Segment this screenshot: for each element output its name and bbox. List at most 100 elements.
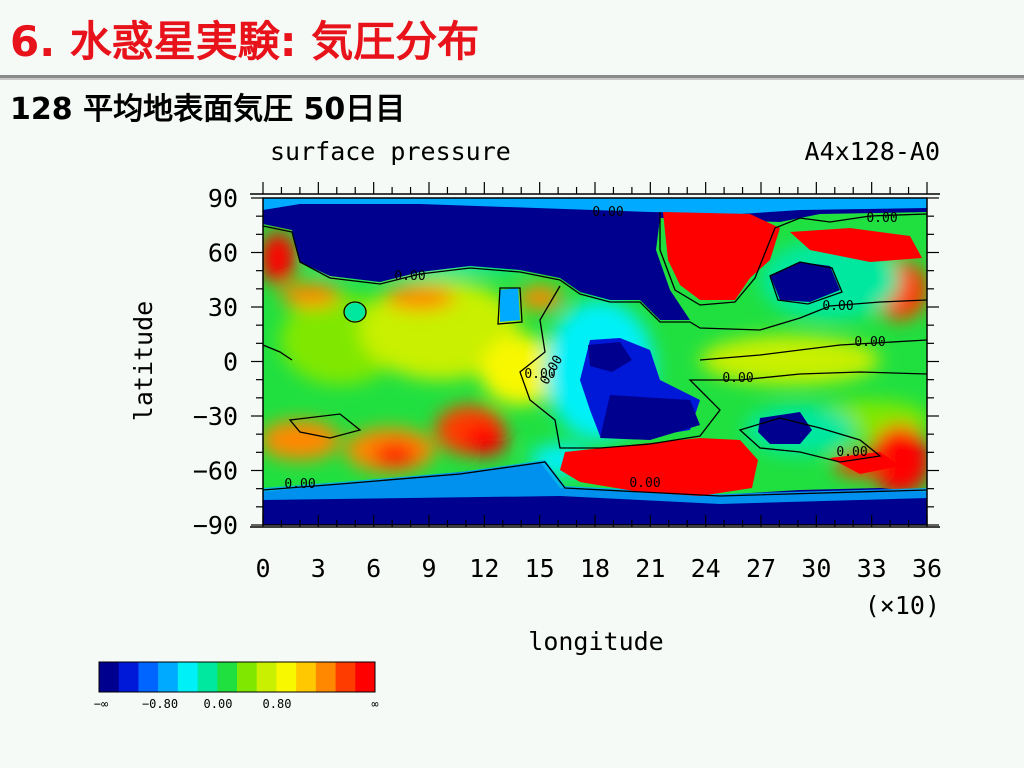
x-tick-label: 24	[691, 554, 721, 583]
contour-label: 0.00	[722, 371, 753, 386]
x-axis-label: longitude	[528, 627, 663, 656]
x-tick-labels: 0 3 6 9 12 15 18 21 24 27 30 33 36	[255, 554, 942, 583]
colorbar-swatch	[177, 662, 198, 692]
south-high-east	[830, 452, 900, 474]
zero-contour	[769, 261, 843, 305]
field-patch	[373, 443, 417, 467]
colorbar-swatch	[217, 662, 238, 692]
north-edge-band	[263, 198, 927, 214]
y-tick-label: −90	[193, 511, 238, 540]
contour-label: 0.00	[866, 211, 897, 226]
colorbar-label: 0.80	[263, 697, 292, 711]
run-label: A4x128-A0	[805, 137, 940, 166]
y-tick-label: 0	[223, 348, 238, 377]
field-patch	[385, 286, 455, 310]
y-tick-label: 30	[208, 293, 238, 322]
colorbar-swatch	[296, 662, 317, 692]
field-patch	[263, 420, 340, 460]
contour-label: 0.00	[629, 476, 660, 491]
zero-contour	[738, 417, 882, 463]
pressure-field-core	[263, 198, 927, 525]
colorbar-label: 0.00	[204, 697, 233, 711]
x-tick-label: 0	[255, 554, 270, 583]
field-patch	[480, 335, 560, 405]
south-high	[560, 438, 758, 496]
zero-contour	[288, 413, 362, 439]
colorbar-label: −0.80	[142, 697, 178, 711]
colorbar-swatch	[158, 662, 179, 692]
y-tick-label: 60	[208, 239, 238, 268]
x-tick-label: 36	[912, 554, 942, 583]
x-tick-label: 6	[366, 554, 381, 583]
y-axis-label: latitude	[129, 301, 158, 421]
y-tick-labels: 90 60 30 0 −30 −60 −90	[193, 184, 238, 540]
title-divider-shadow	[0, 78, 1024, 80]
tropical-low-core	[588, 342, 632, 372]
contour-label: 0.00	[854, 335, 885, 350]
zero-contour	[263, 344, 293, 361]
zero-contour	[659, 212, 927, 306]
zero-contour	[519, 285, 927, 449]
slide-title: 6. 水惑星実験: 気圧分布	[10, 17, 480, 66]
colorbar	[98, 661, 376, 693]
north-low-east	[770, 262, 840, 302]
title-divider	[0, 75, 1024, 78]
colorbar-swatch	[256, 662, 277, 692]
north-high	[663, 212, 780, 300]
field-patch	[280, 283, 340, 307]
field-patch	[463, 424, 507, 456]
plot-area: 0.00 0.00 0.00 0.00 0.00 0.00 0.00 0.00 0.00 0.00…	[262, 197, 928, 526]
axis-ticks	[251, 182, 939, 527]
colorbar-swatch	[99, 662, 120, 692]
field-patch	[518, 286, 562, 310]
x-tick-label: 33	[857, 554, 887, 583]
colorbar-frame	[98, 661, 376, 693]
slide-subtitle: 128 平均地表面気圧 50日目	[10, 92, 406, 127]
zero-contours	[263, 212, 927, 497]
contour-label: 0.00	[822, 299, 853, 314]
small-low	[345, 303, 365, 321]
colorbar-swatch	[197, 662, 218, 692]
field-patch	[870, 425, 927, 495]
x-tick-label: 15	[525, 554, 555, 583]
contour-label: 0.00	[394, 269, 425, 284]
small-low	[500, 288, 520, 322]
tropical-low-core	[600, 395, 700, 440]
chart-title: surface pressure	[270, 137, 511, 166]
zero-contour	[263, 225, 927, 331]
colorbar-swatch	[335, 662, 356, 692]
y-tick-label: 90	[208, 184, 238, 213]
zero-contour	[699, 339, 927, 361]
x-tick-label: 21	[635, 554, 665, 583]
colorbar-swatch	[315, 662, 336, 692]
colorbar-swatch	[237, 662, 258, 692]
x-tick-label: 12	[469, 554, 499, 583]
x-tick-label: 27	[746, 554, 776, 583]
x-tick-label: 9	[421, 554, 436, 583]
x-tick-label: 30	[801, 554, 831, 583]
y-tick-label: −60	[193, 457, 238, 486]
colorbar-swatch	[138, 662, 159, 692]
colorbar-swatch	[276, 662, 297, 692]
colorbar-swatch	[355, 662, 376, 692]
south-edge-band	[263, 460, 927, 504]
contour-label: 0.00	[592, 205, 623, 220]
zero-contour	[263, 461, 927, 497]
zero-contour	[497, 287, 523, 325]
zero-contour	[343, 301, 367, 323]
colorbar-label: −∞	[94, 697, 108, 711]
colorbar-swatch	[118, 662, 139, 692]
contour-label: 0.00	[284, 477, 315, 492]
x-tick-label: 18	[580, 554, 610, 583]
x-multiplier: (×10)	[865, 591, 940, 620]
colorbar-label: ∞	[371, 697, 378, 711]
contour-label: 0.00	[836, 445, 867, 460]
north-high-east	[790, 228, 922, 262]
field-patch	[263, 232, 296, 284]
x-tick-label: 3	[311, 554, 326, 583]
contour-label: 0.00	[524, 367, 555, 382]
colorbar-labels: −∞ −0.80 0.00 0.80 ∞	[94, 697, 379, 711]
y-tick-label: −30	[193, 402, 238, 431]
high-lat-low-north	[263, 198, 927, 320]
